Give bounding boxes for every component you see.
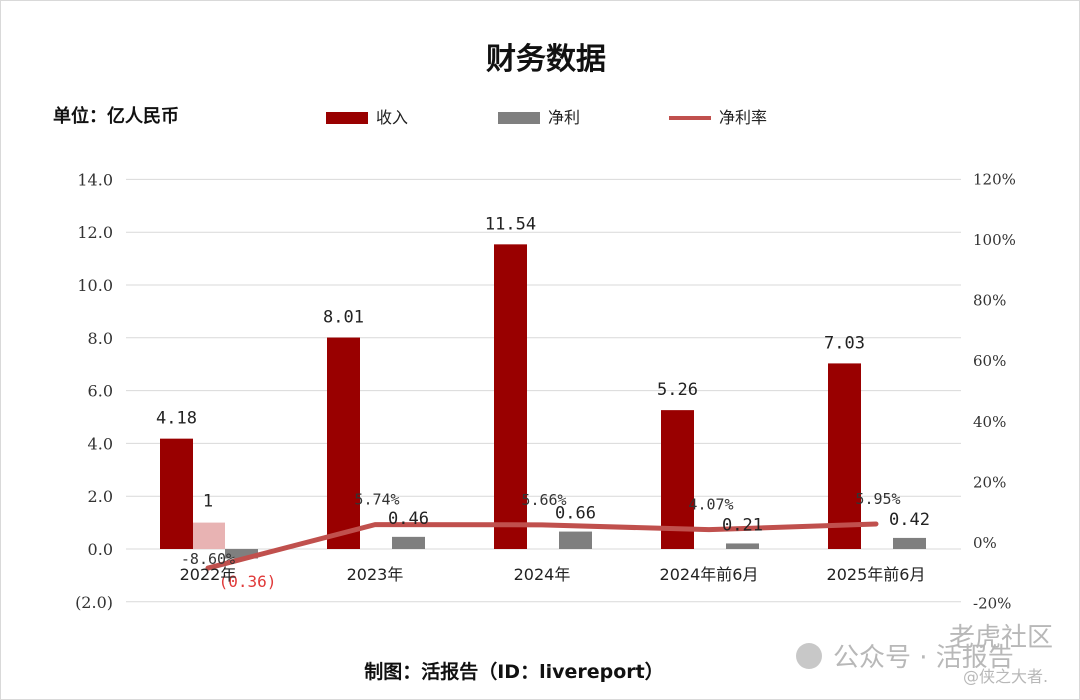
category-label: 2024年前6月	[660, 565, 759, 584]
revenue-label: 5.26	[657, 380, 698, 400]
legend-swatch-net-profit	[498, 112, 540, 124]
right-tick-label: 40%	[973, 413, 1006, 431]
revenue-label: 8.01	[323, 308, 364, 328]
revenue-label: 7.03	[824, 333, 865, 353]
revenue-label: 4.18	[156, 409, 197, 429]
left-tick-label: 10.0	[77, 276, 113, 295]
stray-box-label: 1	[203, 492, 213, 512]
right-tick-label: 0%	[973, 534, 997, 552]
legend-label-net-profit: 净利	[548, 108, 580, 127]
left-tick-label: 6.0	[88, 382, 113, 401]
stray-box-group: 1	[191, 492, 225, 549]
legend: 收入 净利 净利率	[326, 108, 767, 127]
category-label: 2025年前6月	[827, 565, 926, 584]
left-tick-label: 2.0	[88, 487, 113, 506]
revenue-bar	[828, 363, 861, 549]
gridlines	[126, 178, 961, 603]
legend-label-net-margin: 净利率	[719, 108, 767, 127]
net-margin-label: -8.60%	[181, 550, 235, 568]
net-profit-bar	[559, 531, 592, 549]
revenue-bar	[661, 410, 694, 549]
watermark: 公众号 · 活报告 老虎社区 @侠之大者.	[796, 623, 1053, 686]
stray-box	[191, 522, 225, 549]
watermark-line2: 老虎社区	[949, 623, 1053, 653]
right-axis: -20% 0% 20% 40% 60% 80% 100% 120%	[973, 170, 1016, 612]
revenue-label: 11.54	[485, 214, 536, 234]
net-profit-bar	[726, 543, 759, 549]
net-margin-label: 5.95%	[855, 490, 900, 508]
net-profit-label: 0.66	[555, 504, 596, 524]
net-profit-bar	[392, 536, 425, 549]
watermark-line1: 公众号 · 活报告	[833, 643, 1014, 673]
net-margin-line	[205, 521, 879, 571]
revenue-bar	[160, 438, 193, 549]
footer-credit: 制图：活报告（ID：livereport）	[364, 660, 664, 683]
right-tick-label: -20%	[973, 595, 1011, 613]
right-tick-label: 120%	[973, 170, 1016, 188]
unit-label: 单位：亿人民币	[53, 105, 179, 127]
net-margin-label: 4.07%	[688, 496, 733, 514]
net-profit-label: (0.36)	[219, 572, 277, 591]
category-label: 2024年	[514, 565, 571, 584]
left-tick-label: 12.0	[77, 223, 113, 242]
watermark-line3: @侠之大者.	[963, 667, 1048, 686]
left-tick-label: 8.0	[88, 329, 113, 348]
category-axis: 2022年 2023年 2024年 2024年前6月 2025年前6月	[180, 565, 926, 584]
net-profit-bar	[893, 537, 926, 549]
revenue-bar	[494, 244, 527, 549]
net-profit-label: 0.21	[722, 515, 763, 535]
net-profit-label: 0.46	[388, 509, 429, 529]
net-margin-line-group	[205, 521, 879, 571]
left-tick-label: 0.0	[88, 540, 113, 559]
legend-swatch-revenue	[326, 112, 368, 124]
category-label: 2022年	[180, 565, 237, 584]
right-tick-label: 20%	[973, 473, 1006, 491]
revenue-bar	[327, 337, 360, 549]
left-tick-label: 4.0	[88, 434, 113, 453]
net-margin-label: 5.66%	[521, 491, 566, 509]
net-profit-bar	[225, 549, 258, 559]
left-axis: (2.0) 0.0 2.0 4.0 6.0 8.0 10.0 12.0 14.0	[75, 170, 113, 611]
right-tick-label: 100%	[973, 231, 1016, 249]
net-margin-label: 5.74%	[354, 491, 399, 509]
left-tick-label: (2.0)	[75, 593, 113, 612]
left-tick-label: 14.0	[77, 170, 113, 189]
right-tick-label: 60%	[973, 352, 1006, 370]
wechat-icon	[796, 643, 822, 669]
chart-title: 财务数据	[486, 42, 606, 77]
legend-label-revenue: 收入	[376, 108, 408, 127]
right-tick-label: 80%	[973, 292, 1006, 310]
bars	[160, 244, 926, 559]
data-labels: 4.18 (0.36) 8.01 0.46 11.54 0.66 5.26 0.21 7.03 0…	[156, 214, 930, 591]
net-profit-label: 0.42	[889, 510, 930, 530]
category-label: 2023年	[347, 565, 404, 584]
